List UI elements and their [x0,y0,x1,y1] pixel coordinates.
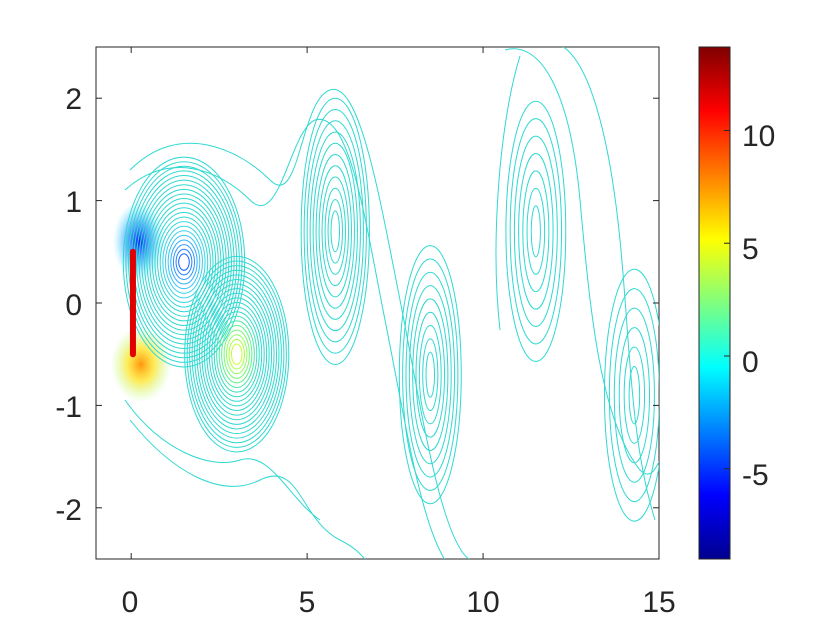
contour-line [164,230,203,294]
contour-line [408,285,452,465]
contour-line [149,202,219,322]
contour-line [405,271,456,478]
contour-line [522,170,550,293]
contour-line [315,154,355,309]
contour-line [518,152,554,310]
plot-area [95,46,660,560]
contour-line [206,297,268,412]
contour-line [303,108,367,354]
contour-line [129,89,470,559]
contour-line [184,255,290,453]
contour-line [124,399,321,521]
contour-line [495,55,521,331]
contour-line [228,338,245,370]
colorbar-tick-label: 5 [742,233,759,266]
contour-line [175,248,193,276]
contour-line [330,210,340,253]
contour-line [216,315,258,393]
contour-line [513,135,558,328]
contour-line [167,234,201,290]
contour-line [128,165,240,359]
contour-line [208,301,265,407]
contour-line [509,118,563,345]
contour-line [189,265,285,444]
y-tick-label: 2 [65,83,82,116]
x-tick-labels: 0 5 10 15 [122,586,676,619]
y-tick-labels: 2 1 0 -1 -2 [55,83,82,527]
contour-line [398,245,462,505]
contour-line [186,260,287,448]
contour-line [213,311,260,398]
positive-vorticity-region [110,326,171,403]
contour-line [504,48,659,475]
x-tick-label: 10 [466,586,499,619]
contour-line [201,288,273,421]
contour-line [628,365,641,425]
contour-line [425,351,436,398]
contour-line [412,298,449,451]
contour-line [306,120,364,343]
contour-line [146,198,222,327]
contour-line [223,329,250,379]
contour-line [194,274,280,435]
colorbar-ticks [724,129,730,470]
contour-line [162,225,206,299]
contour-line [300,97,370,365]
contour-line [318,165,352,298]
contour-line [530,205,541,258]
y-tick-label: -2 [55,494,82,527]
contour-line [157,216,211,308]
contour-line [603,268,659,522]
contour-line [198,283,275,425]
contour-line [505,100,567,362]
contour-line [196,278,278,430]
contour-line [562,47,656,521]
contour-line [623,346,646,444]
contour-line [402,258,459,491]
contour-line [613,307,655,483]
contour-line [415,311,446,438]
colorbar-tick-label: 0 [742,346,759,379]
contour-line [151,207,217,317]
contour-line [141,188,227,336]
contour-line [321,176,349,287]
contour-line [226,334,248,375]
contour-line [170,239,198,285]
contour-line [324,187,346,275]
contour-line [312,142,358,320]
contour-line [124,119,446,559]
y-tick-label: 0 [65,289,82,322]
x-tick-label: 0 [122,586,139,619]
contour-line [159,221,209,303]
colorbar [698,46,731,560]
contour-line [608,288,659,503]
contour-line [191,269,282,439]
contour-line [526,187,546,275]
colorbar-tick-label: 10 [742,120,775,153]
contour-line [154,211,214,313]
contour-line [418,325,442,425]
x-tick-label: 15 [642,586,675,619]
x-tick-label: 5 [299,586,316,619]
contour-line [221,325,253,384]
axis-ticks [96,47,660,559]
contour-line [129,419,366,559]
contour-line [172,244,196,280]
contour-lines [110,47,659,559]
y-tick-label: 1 [65,186,82,219]
y-tick-label: -1 [55,391,82,424]
contour-line [218,320,255,388]
colorbar-tick-labels: 10 5 0 -5 [742,120,775,492]
contour-line [422,338,439,412]
contour-line [309,131,361,332]
colorbar-tick-label: -5 [742,459,769,492]
contour-line [327,199,343,264]
contour-line [230,343,243,365]
contour-line [211,306,263,402]
contour-line [143,193,225,331]
contour-line [178,253,190,271]
contour-line [203,292,270,416]
